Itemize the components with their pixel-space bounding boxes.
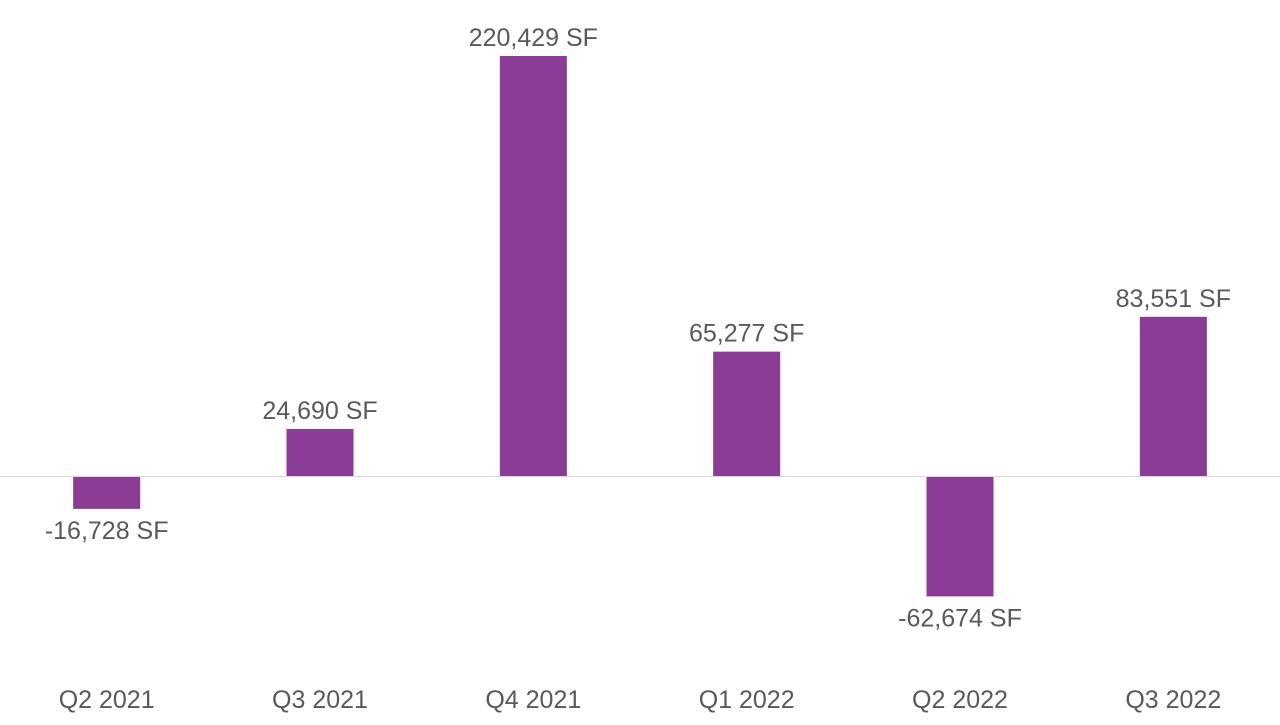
x-axis-tick-labels: Q2 2021 Q3 2021 Q4 2021 Q1 2022 Q2 2022 Q3 20… bbox=[59, 686, 1222, 714]
bar-q1-2022 bbox=[713, 351, 781, 476]
bar-q2-2021 bbox=[73, 477, 141, 509]
data-label: 220,429 SF bbox=[469, 24, 598, 52]
x-tick-label: Q4 2021 bbox=[485, 686, 581, 714]
x-tick-label: Q2 2022 bbox=[912, 686, 1008, 714]
data-label: 83,551 SF bbox=[1116, 285, 1231, 313]
data-label: 24,690 SF bbox=[262, 397, 377, 425]
data-label: -16,728 SF bbox=[45, 517, 169, 545]
bar-group bbox=[73, 56, 1207, 597]
x-tick-label: Q1 2022 bbox=[699, 686, 795, 714]
bar-q3-2021 bbox=[286, 428, 354, 476]
data-label-group: -16,728 SF 24,690 SF 220,429 SF 65,277 SF -6… bbox=[45, 24, 1231, 632]
data-label: -62,674 SF bbox=[898, 604, 1022, 632]
bar-q4-2021 bbox=[499, 56, 567, 476]
data-label: 65,277 SF bbox=[689, 320, 804, 348]
x-tick-label: Q2 2021 bbox=[59, 686, 155, 714]
bar-q3-2022 bbox=[1139, 316, 1207, 476]
bar-q2-2022 bbox=[926, 477, 994, 597]
x-tick-label: Q3 2021 bbox=[272, 686, 368, 714]
x-tick-label: Q3 2022 bbox=[1125, 686, 1221, 714]
